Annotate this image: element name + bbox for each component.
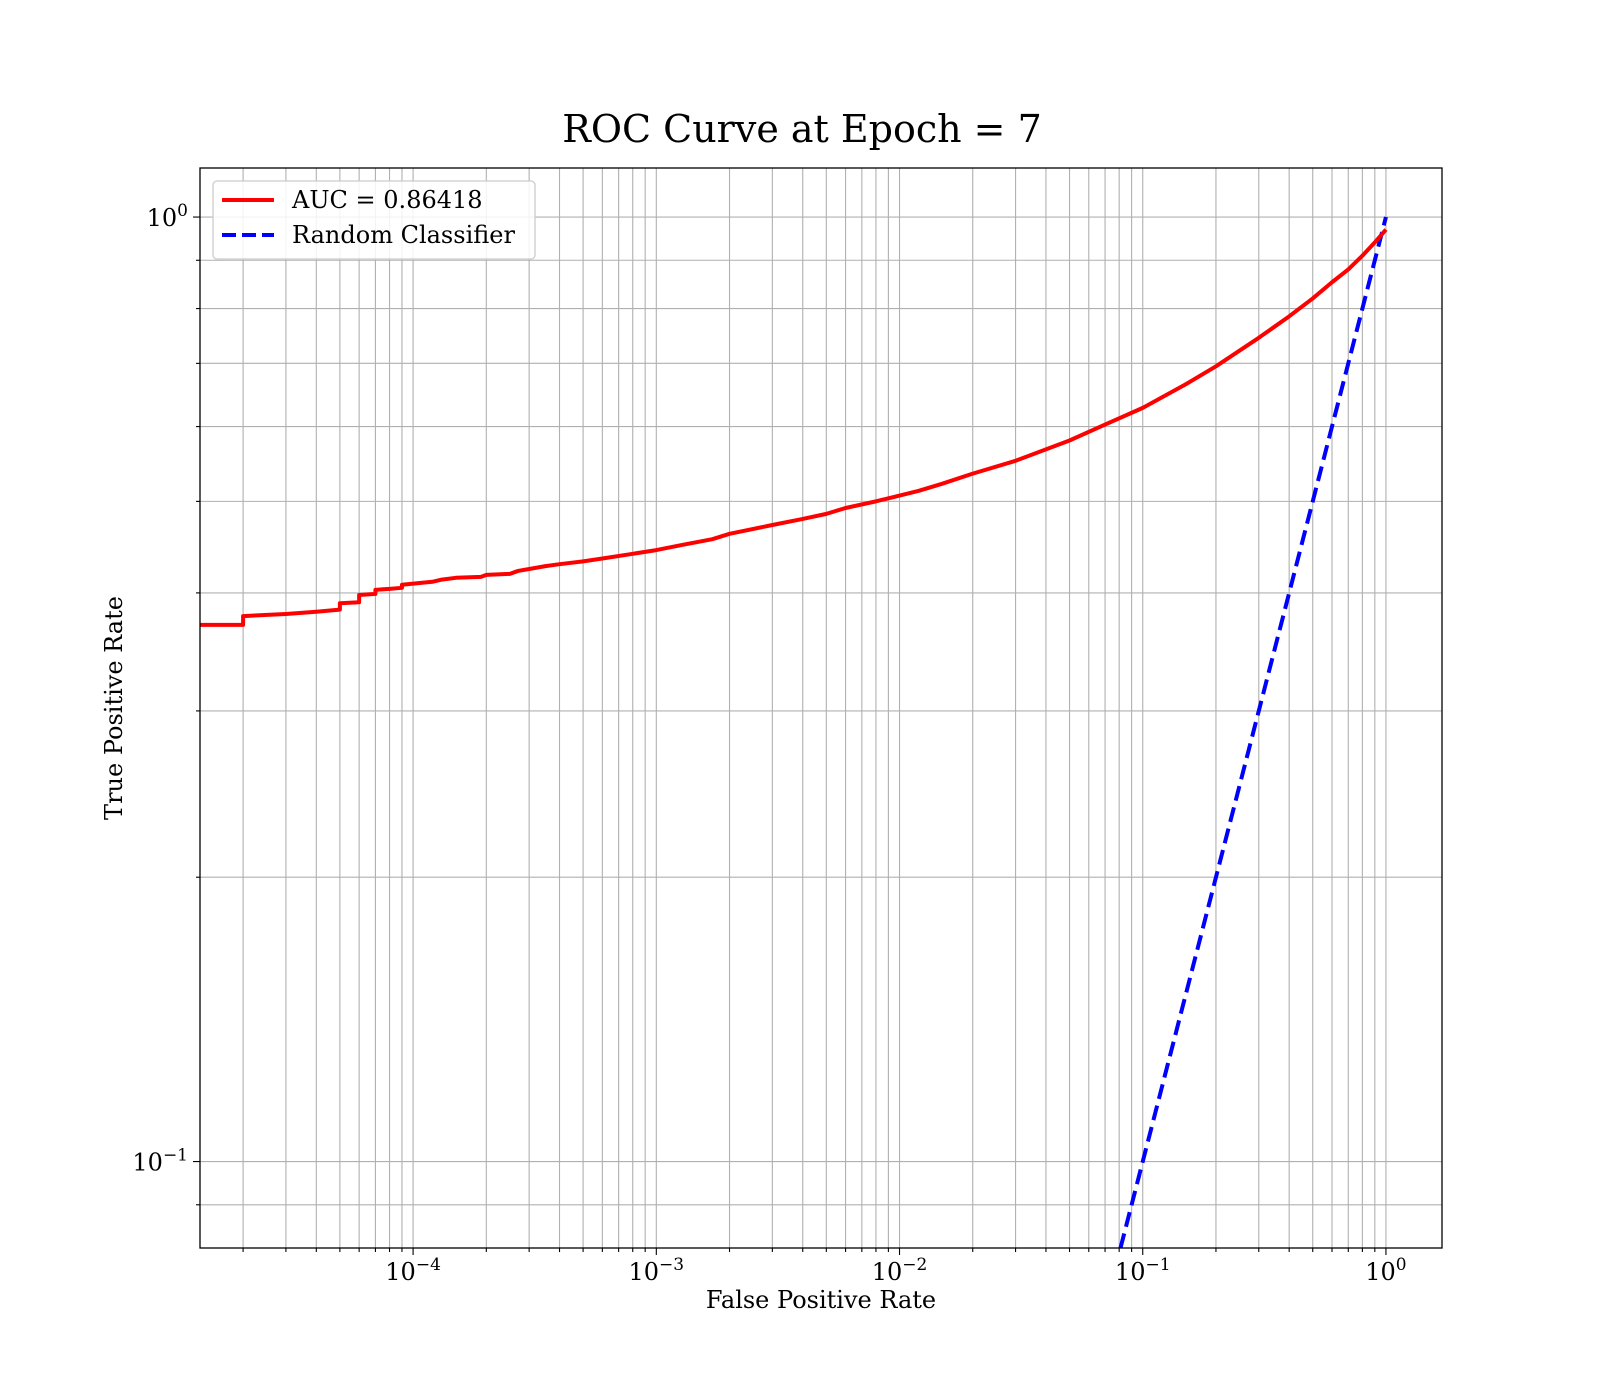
legend: AUC = 0.86418 Random Classifier [212, 180, 536, 260]
x-axis-label: False Positive Rate [706, 1286, 936, 1314]
y-axis-label: True Positive Rate [100, 596, 128, 820]
axis-ticks: 10−4 10−3 10−2 10−1 100 10−1 100 [132, 201, 1406, 1286]
y-tick-label: 10−1 [132, 1146, 188, 1177]
x-tick-label: 100 [1365, 1255, 1406, 1286]
x-tick-label: 10−4 [385, 1255, 441, 1286]
grid [200, 168, 1442, 1248]
legend-box [212, 180, 536, 260]
legend-label-roc: AUC = 0.86418 [291, 186, 483, 214]
random-classifier-line [1118, 216, 1388, 1248]
x-tick-label: 10−2 [872, 1255, 928, 1286]
plot-frame [199, 167, 1443, 1249]
x-tick-label: 10−1 [1115, 1255, 1171, 1286]
x-tick-label: 10−3 [629, 1255, 685, 1286]
chart-title: ROC Curve at Epoch = 7 [562, 107, 1042, 151]
y-tick-label: 100 [147, 201, 188, 232]
roc-curve-line [200, 228, 1388, 627]
legend-label-random: Random Classifier [292, 221, 515, 249]
